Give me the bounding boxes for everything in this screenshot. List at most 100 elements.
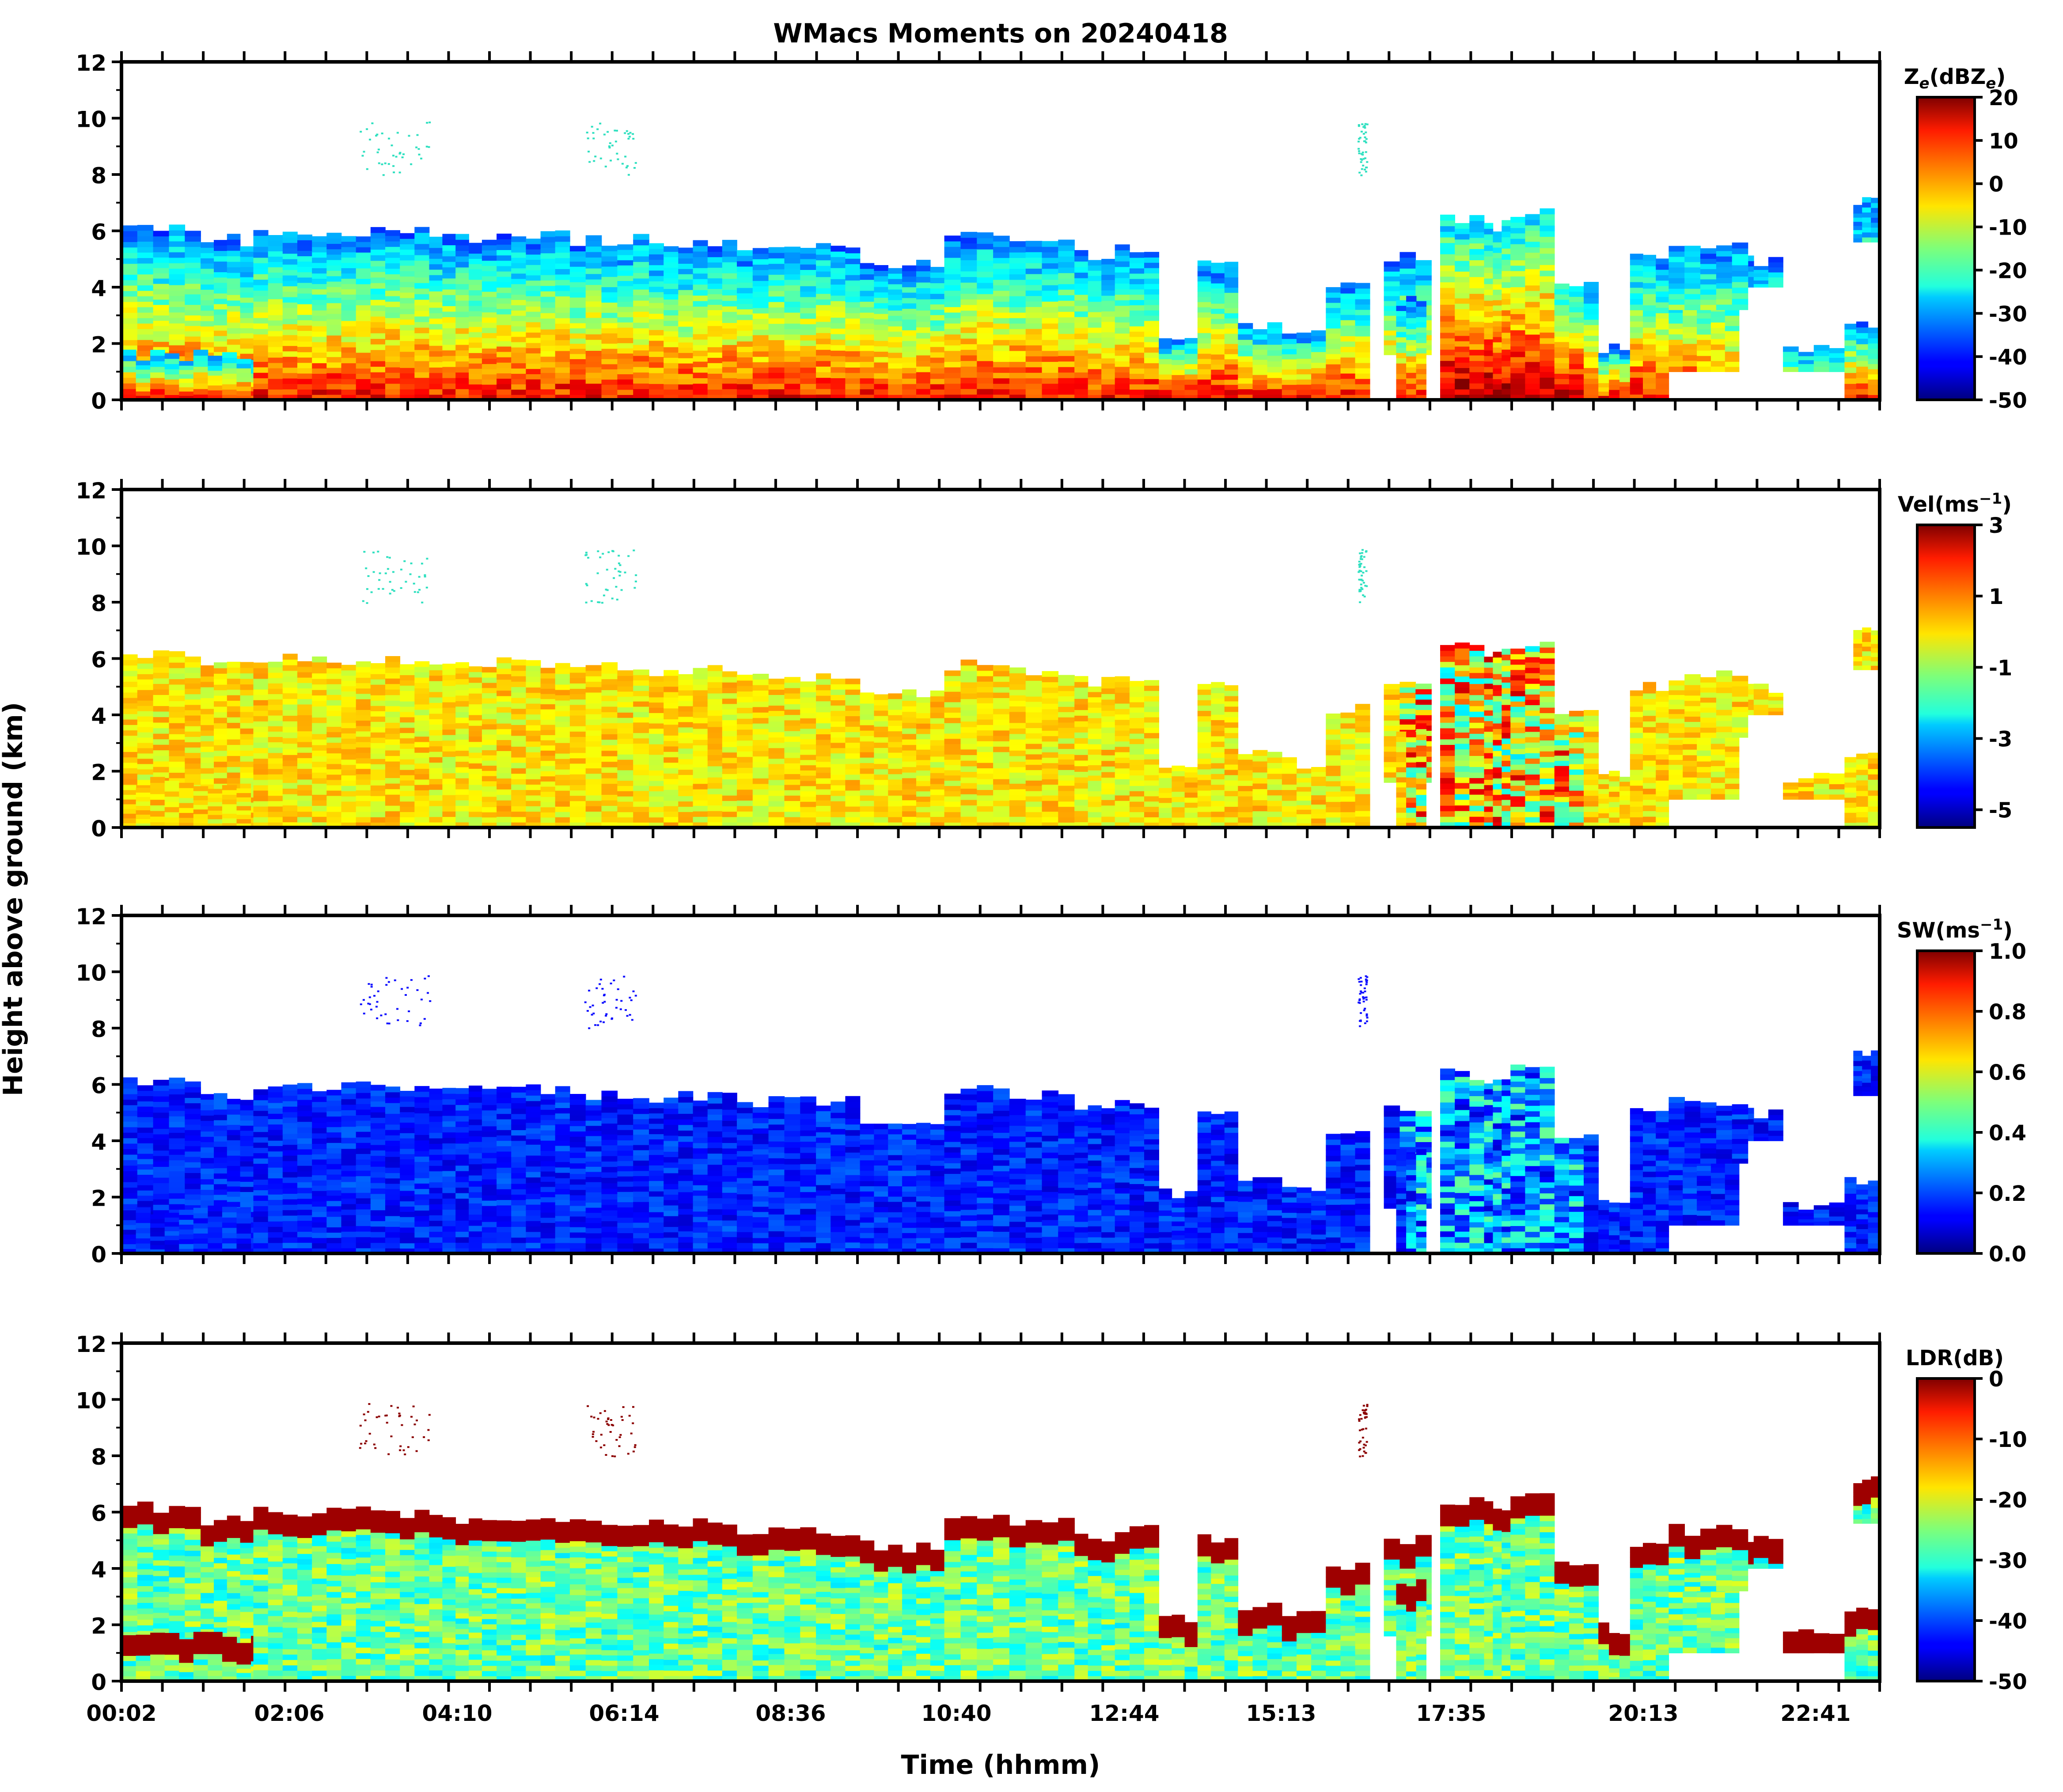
heatmap-cell (664, 304, 679, 310)
heatmap-cell (1584, 319, 1599, 325)
heatmap-cell (497, 351, 512, 357)
heatmap-cell (1844, 334, 1857, 341)
ice-speck (1364, 123, 1367, 125)
heatmap-cell (121, 388, 137, 395)
heatmap-cell (1009, 263, 1026, 269)
heatmap-cell (845, 307, 861, 313)
heatmap-cell (526, 306, 541, 312)
heatmap-cell (1710, 344, 1725, 350)
heatmap-cell (737, 729, 753, 735)
heatmap-cell (1197, 333, 1212, 338)
heatmap-cell (1716, 245, 1733, 251)
heatmap-cell (1129, 315, 1145, 321)
heatmap-cell (1340, 304, 1356, 310)
heatmap-cell (960, 310, 978, 316)
heatmap-cell (707, 347, 723, 353)
heatmap-cell (1416, 311, 1426, 317)
heatmap-cell (253, 318, 269, 324)
heatmap-cell (1440, 338, 1455, 344)
heatmap-cell (297, 266, 312, 273)
heatmap-cell (831, 389, 846, 395)
heatmap-cell (455, 350, 469, 356)
heatmap-cell (282, 710, 298, 716)
heatmap-cell (150, 372, 165, 378)
heatmap-cell (1798, 352, 1814, 357)
heatmap-cell (455, 339, 469, 345)
heatmap-cell (341, 775, 356, 781)
heatmap-cell (469, 337, 482, 343)
heatmap-cell (1440, 214, 1455, 221)
heatmap-cell (1856, 377, 1869, 383)
ice-speck (426, 121, 429, 124)
heatmap-cell (601, 690, 618, 696)
heatmap-cell (1224, 328, 1239, 334)
heatmap-cell (341, 801, 356, 807)
heatmap-cell (664, 326, 679, 331)
heatmap-cell (1569, 374, 1584, 380)
heatmap-cell (617, 244, 633, 250)
heatmap-cell (617, 249, 633, 255)
heatmap-cell (678, 389, 694, 395)
heatmap-cell (831, 345, 846, 351)
heatmap-cell (1088, 291, 1102, 297)
heatmap-cell (442, 361, 456, 367)
heatmap-cell (1510, 319, 1526, 325)
heatmap-cell (601, 767, 618, 773)
heatmap-cell (633, 322, 649, 329)
heatmap-cell (1252, 334, 1268, 340)
heatmap-cell (253, 350, 269, 357)
heatmap-cell (222, 813, 237, 819)
heatmap-cell (400, 775, 415, 781)
heatmap-cell (1159, 395, 1172, 400)
heatmap-cell (944, 323, 961, 329)
ice-speck (388, 137, 390, 140)
heatmap-cell (400, 357, 415, 363)
heatmap-cell (902, 378, 917, 384)
heatmap-cell (356, 300, 371, 305)
heatmap-cell (1009, 252, 1026, 258)
heatmap-cell (312, 733, 327, 740)
heatmap-cell (1609, 364, 1620, 370)
heatmap-cell (482, 687, 497, 693)
heatmap-cell (617, 759, 633, 765)
heatmap-cell (526, 806, 541, 812)
heatmap-cell (816, 383, 831, 389)
heatmap-cell (429, 757, 443, 763)
heatmap-cell (555, 700, 570, 706)
heatmap-cell (1129, 342, 1145, 348)
heatmap-cell (845, 367, 861, 373)
heatmap-cell (678, 311, 694, 316)
heatmap-cell (752, 778, 769, 784)
heatmap-cell (240, 695, 254, 701)
heatmap-cell (1684, 262, 1701, 268)
heatmap-cell (678, 273, 694, 280)
heatmap-cell (768, 801, 785, 807)
heatmap-cell (1732, 298, 1748, 305)
heatmap-cell (482, 667, 497, 673)
heatmap-cell (816, 366, 831, 372)
heatmap-cell (1115, 283, 1130, 289)
heatmap-cell (326, 779, 342, 786)
heatmap-cell (1493, 331, 1502, 337)
heatmap-cell (526, 703, 541, 709)
heatmap-cell (1197, 307, 1212, 313)
heatmap-cell (312, 326, 327, 332)
heatmap-cell (282, 732, 298, 738)
heatmap-cell (185, 278, 201, 284)
heatmap-cell (678, 706, 694, 712)
heatmap-cell (469, 264, 482, 270)
heatmap-cell (555, 356, 570, 362)
ice-speck (599, 157, 602, 159)
heatmap-cell (400, 680, 415, 686)
heatmap-cell (526, 290, 541, 296)
heatmap-cell (297, 725, 312, 732)
heatmap-cell (737, 751, 753, 757)
heatmap-cell (1211, 380, 1225, 385)
heatmap-cell (1101, 368, 1115, 374)
heatmap-cell (1058, 339, 1075, 345)
heatmap-cell (1297, 348, 1312, 354)
heatmap-cell (737, 702, 753, 708)
heatmap-cell (1569, 395, 1584, 400)
heatmap-cell (497, 239, 512, 245)
heatmap-cell (201, 676, 214, 682)
